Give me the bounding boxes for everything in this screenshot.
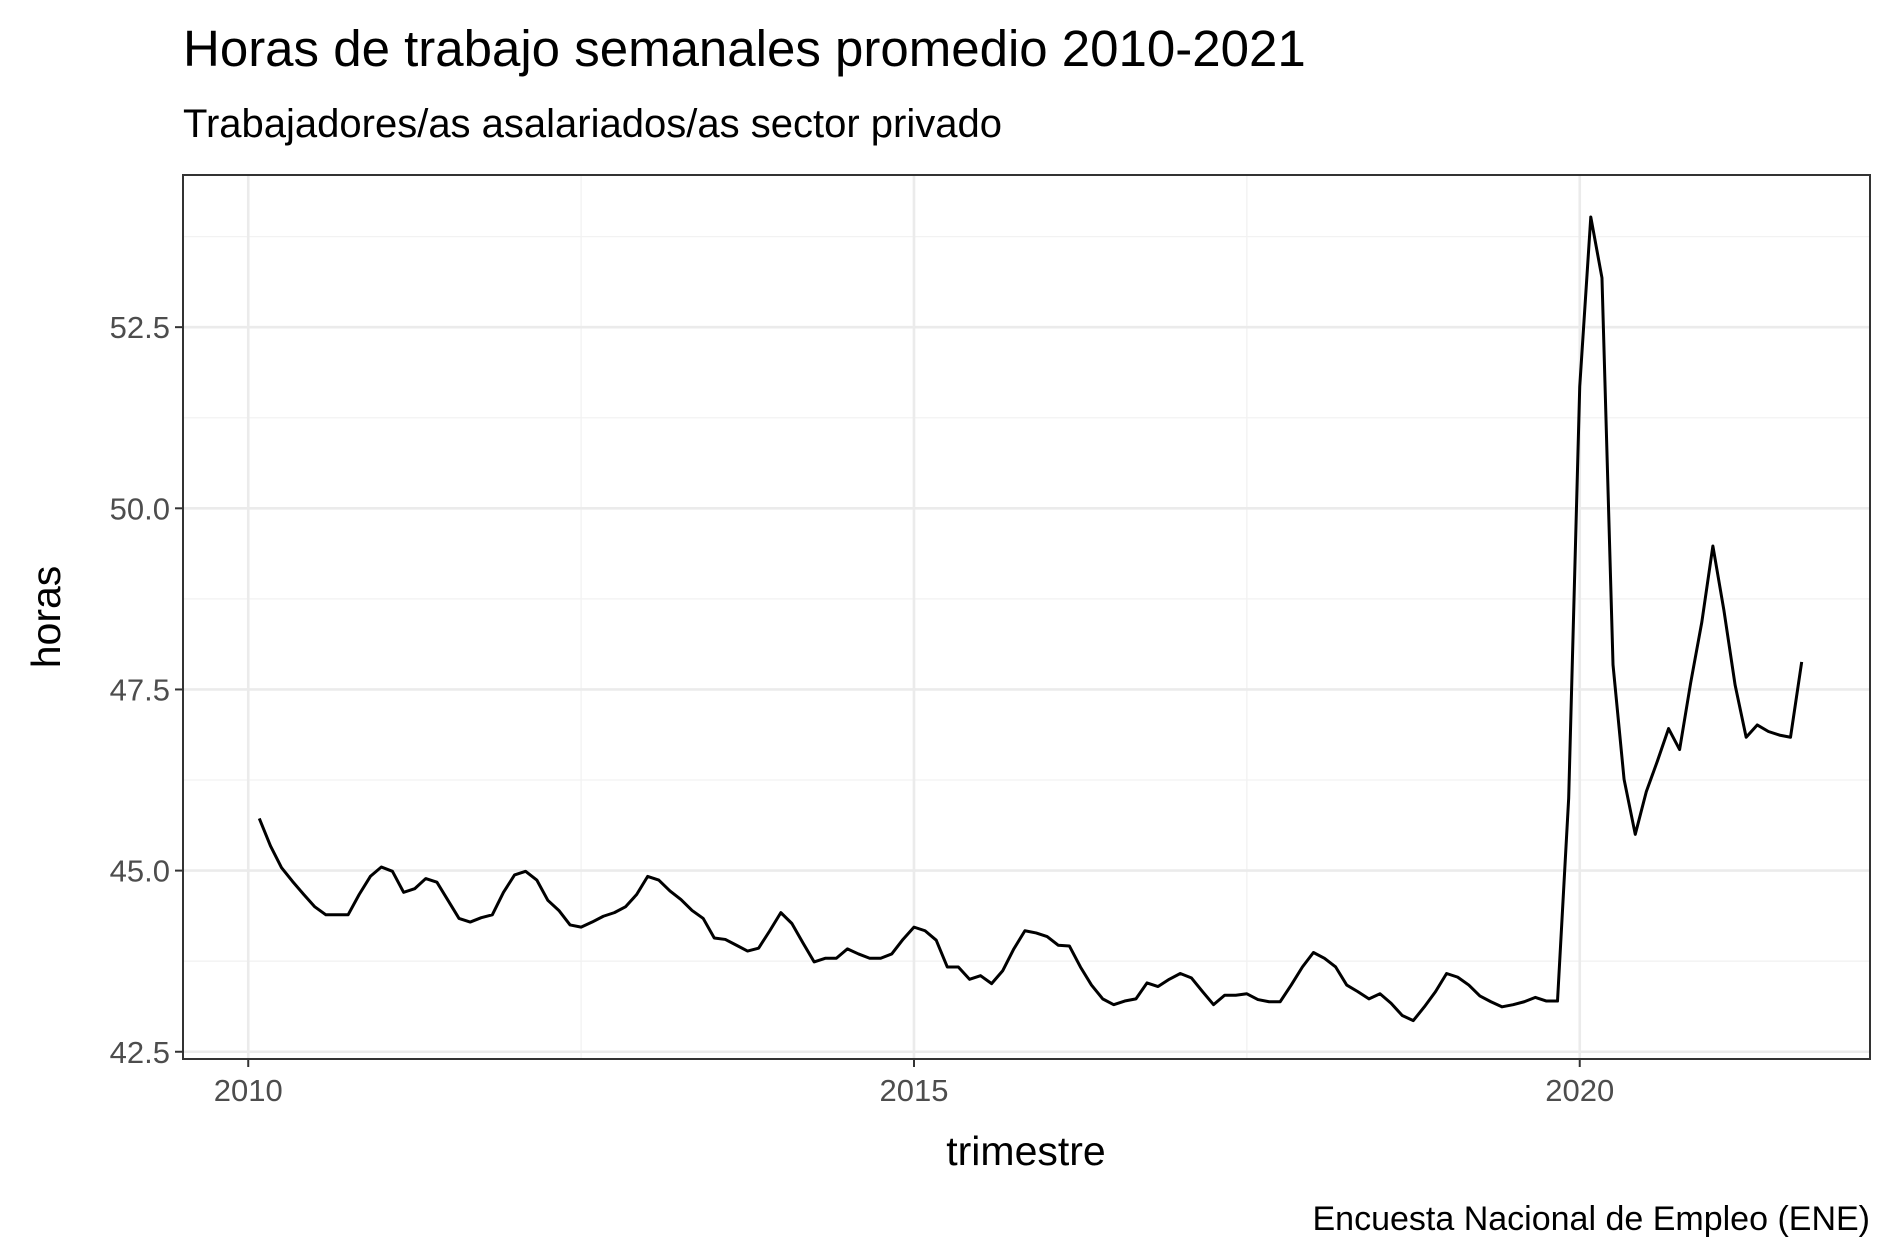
- chart-title: Horas de trabajo semanales promedio 2010…: [183, 20, 1306, 77]
- x-tick-label: 2020: [1545, 1073, 1614, 1108]
- y-axis-title: horas: [23, 566, 69, 669]
- y-tick-label: 42.5: [110, 1035, 170, 1070]
- x-axis-title: trimestre: [946, 1128, 1105, 1174]
- plot-border: [182, 174, 1871, 1060]
- line: [257, 215, 1804, 1023]
- y-tick-label: 52.5: [110, 310, 170, 345]
- y-tick-label: 45.0: [110, 854, 170, 889]
- x-tick-label: 2010: [214, 1073, 283, 1108]
- x-tick-label: 2015: [880, 1073, 949, 1108]
- chart-subtitle: Trabajadores/as asalariados/as sector pr…: [183, 102, 1002, 146]
- plot-panel: [183, 175, 1870, 1059]
- caption: Encuesta Nacional de Empleo (ENE): [1313, 1200, 1871, 1238]
- y-tick-label: 47.5: [110, 672, 170, 707]
- y-tick-label: 50.0: [110, 491, 170, 526]
